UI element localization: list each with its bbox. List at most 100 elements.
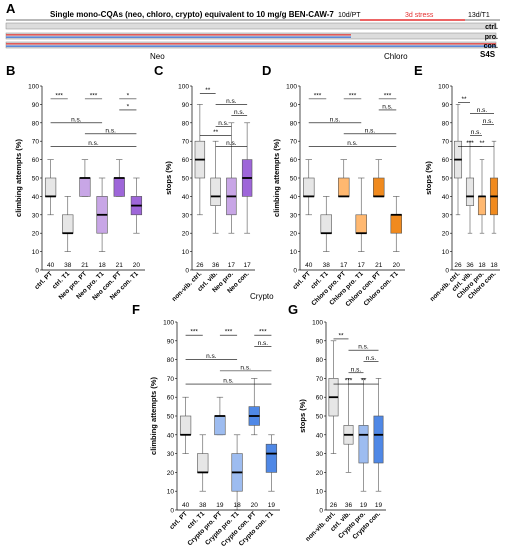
y-tick-label: 30 — [442, 212, 450, 219]
sample-size-label: 18 — [490, 262, 498, 269]
significance-label: n.s. — [365, 127, 376, 134]
y-tick-label: 90 — [290, 102, 298, 109]
significance-label: n.s. — [366, 355, 377, 362]
significance-label: n.s. — [223, 378, 234, 385]
sample-size-label: 18 — [233, 502, 241, 509]
y-tick-label: 100 — [438, 84, 449, 91]
y-tick-label: 60 — [442, 157, 450, 164]
y-tick-label: 10 — [182, 249, 190, 256]
y-tick-label: 30 — [316, 451, 324, 458]
y-tick-label: 10 — [316, 489, 324, 496]
box — [113, 177, 125, 197]
sample-size-label: 36 — [212, 262, 220, 269]
y-tick-label: 90 — [316, 338, 324, 345]
y-tick-label: 50 — [316, 414, 324, 421]
group-label-crypto: Crypto — [250, 292, 274, 301]
significance-label: *** — [466, 140, 474, 147]
y-tick-label: 0 — [319, 508, 323, 515]
significance-label: n.s. — [218, 120, 229, 127]
significance-label: *** — [384, 92, 392, 99]
sample-size-label: 20 — [251, 502, 259, 509]
chart-panelf: F 0 10 20 30 40 50 60 70 80 90 100 climbing attempts… — [132, 302, 280, 548]
group-label-chloro: Chloro — [384, 52, 408, 61]
box — [338, 177, 350, 197]
y-axis-label: stops (%) — [424, 161, 433, 195]
sample-size-label: 38 — [323, 262, 331, 269]
timeline-row-label: ctrl. — [485, 24, 498, 31]
y-tick-label: 80 — [316, 357, 324, 364]
y-tick-label: 100 — [286, 84, 297, 91]
sample-size-label: 17 — [244, 262, 252, 269]
y-tick-label: 60 — [167, 395, 175, 402]
sample-size-label: 18 — [478, 262, 486, 269]
timeline-stripe-blue-1 — [6, 36, 351, 38]
timepoint-stress: 3d stress — [405, 12, 434, 19]
box — [44, 177, 57, 197]
sample-size-label: 36 — [466, 262, 474, 269]
y-tick-label: 60 — [182, 157, 190, 164]
y-tick-label: 10 — [442, 249, 450, 256]
significance-label: n.s. — [88, 140, 99, 147]
panel-letter: F — [132, 302, 140, 317]
y-axis-label: climbing attempts (%) — [272, 139, 281, 217]
y-tick-label: 40 — [32, 194, 40, 201]
sample-size-label: 21 — [375, 262, 383, 269]
y-tick-label: 80 — [182, 120, 190, 127]
chart-panelb: B 0 10 20 30 40 50 60 70 80 90 100 climbing attempts… — [6, 63, 145, 302]
significance-label: n.s. — [358, 344, 369, 351]
timepoint-pt: 10d/PT — [338, 12, 361, 19]
y-axis-label: climbing attempts (%) — [149, 377, 158, 455]
y-tick-label: 90 — [182, 102, 190, 109]
s4s-label: S4S — [480, 50, 496, 59]
timeline-stripe-red-end — [351, 43, 496, 45]
group-label-neo: Neo — [150, 52, 165, 61]
significance-label: *** — [314, 92, 322, 99]
y-tick-label: 40 — [182, 194, 190, 201]
significance-label: n.s. — [330, 116, 341, 123]
significance-label: ** — [361, 378, 367, 385]
y-tick-label: 60 — [316, 395, 324, 402]
box — [465, 177, 475, 206]
significance-label: *** — [90, 92, 98, 99]
sample-size-label: 40 — [182, 502, 190, 509]
sample-size-label: 26 — [196, 262, 204, 269]
timeline-row-label: con. — [484, 43, 498, 50]
sample-size-label: 21 — [81, 262, 89, 269]
panel-letter: E — [414, 63, 423, 78]
y-tick-label: 70 — [182, 139, 190, 146]
sample-size-label: 36 — [345, 502, 353, 509]
significance-label: n.s. — [258, 340, 269, 347]
sample-size-label: 38 — [64, 262, 72, 269]
y-tick-label: 0 — [293, 268, 297, 275]
timeline-row-2 — [5, 41, 497, 49]
box — [373, 177, 385, 197]
timeline-stripe-red-1 — [6, 34, 351, 36]
y-tick-label: 0 — [170, 508, 174, 515]
significance-label: n.s. — [206, 353, 217, 360]
y-axis-label: climbing attempts (%) — [14, 139, 23, 217]
sample-size-label: 17 — [358, 262, 366, 269]
panel-letter: C — [154, 63, 164, 78]
box — [210, 177, 221, 206]
y-tick-label: 50 — [32, 176, 40, 183]
sample-size-label: 19 — [375, 502, 383, 509]
y-tick-label: 10 — [290, 249, 298, 256]
y-tick-label: 0 — [35, 268, 39, 275]
significance-label: n.s. — [226, 98, 237, 105]
y-tick-label: 80 — [290, 120, 298, 127]
sample-size-label: 19 — [216, 502, 224, 509]
box — [179, 415, 192, 436]
significance-label: n.s. — [351, 366, 362, 373]
significance-label: n.s. — [477, 107, 488, 114]
box — [390, 214, 402, 234]
box — [303, 177, 315, 197]
timeline-row-label: pro. — [485, 34, 498, 41]
y-tick-label: 40 — [316, 432, 324, 439]
y-tick-label: 100 — [163, 320, 174, 327]
panel-a-letter: A — [6, 1, 16, 16]
panel-letter: D — [262, 63, 271, 78]
significance-label: * — [127, 103, 130, 110]
box — [320, 214, 332, 234]
